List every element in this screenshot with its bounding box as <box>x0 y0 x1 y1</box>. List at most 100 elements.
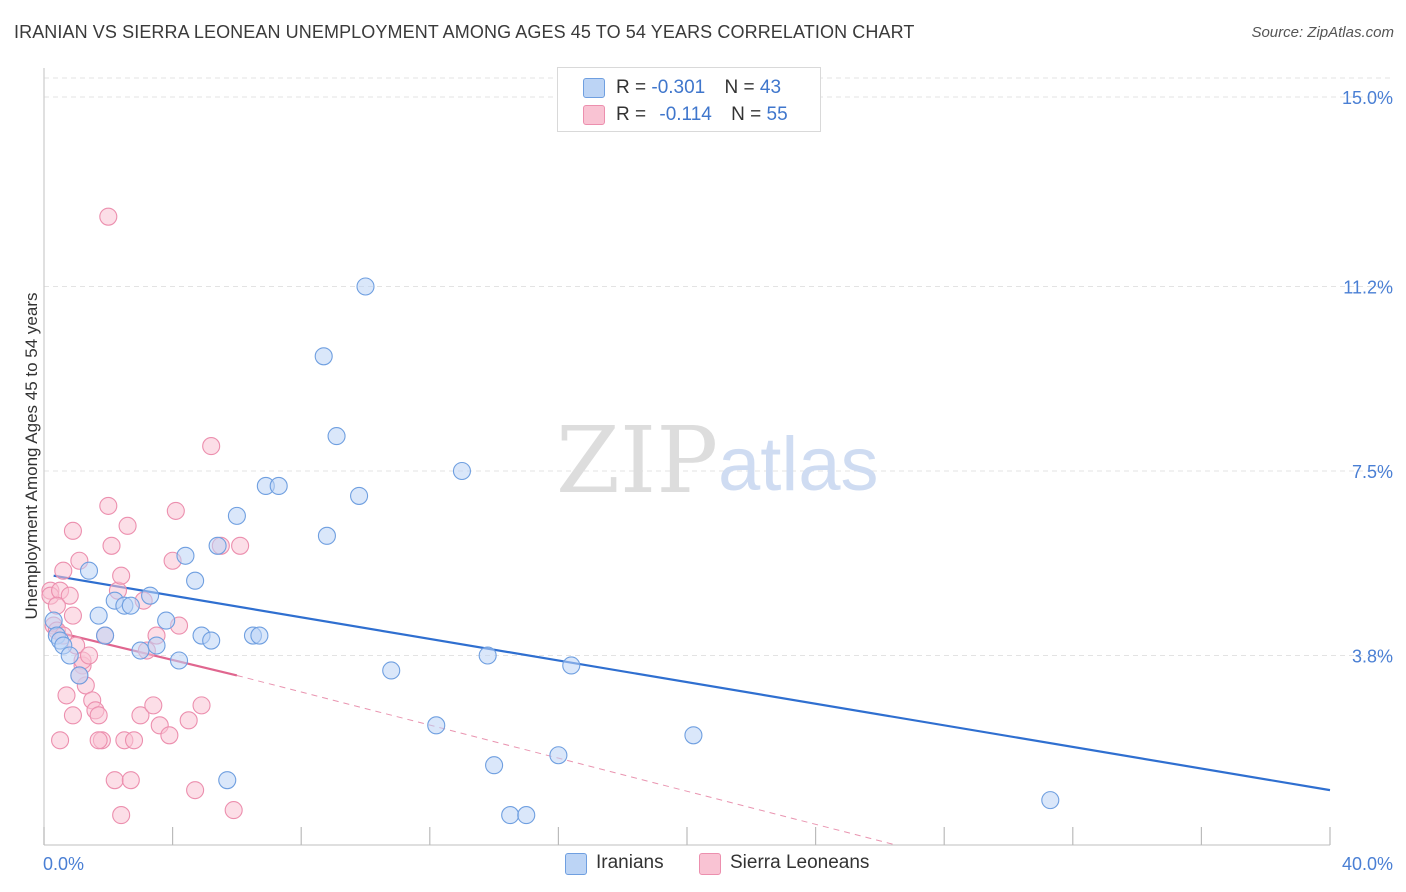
sierra-leonean-point <box>166 501 185 520</box>
iranian-point <box>44 611 63 630</box>
sierra-leonean-point <box>192 696 211 715</box>
iranian-point <box>382 661 401 680</box>
sierra-leonean-point <box>79 646 99 665</box>
sierra-leonean-point <box>102 536 121 555</box>
x-tick-label: 0.0% <box>43 854 84 874</box>
stats-legend: R = -0.301 N = 43 R = -0.114 N = 55 <box>557 67 821 132</box>
iranian-point <box>121 596 140 615</box>
sierra-leonean-point <box>124 731 144 750</box>
iranian-point <box>227 506 246 525</box>
legend-r-value: -0.114 <box>659 104 712 125</box>
iranian-point <box>157 611 176 630</box>
sierra-leonean-point <box>63 606 82 625</box>
sierra-leoneans-trend-extension <box>236 674 897 846</box>
iranian-point <box>169 651 189 670</box>
sierra-leonean-point <box>63 706 82 725</box>
iranian-point <box>79 561 99 580</box>
legend-n-value: 55 <box>766 104 788 125</box>
sierra-leonean-point <box>57 686 76 705</box>
iranian-point <box>684 726 703 745</box>
iranian-point <box>186 571 205 590</box>
bottom-legend-swatch-sierra-leoneans <box>699 853 721 875</box>
sierra-leonean-point <box>112 806 131 825</box>
sierra-leonean-point <box>47 596 66 615</box>
watermark-zip: ZIP <box>556 407 718 514</box>
iranian-point <box>478 646 497 665</box>
sierra-leonean-point <box>54 561 73 580</box>
iranian-point <box>147 636 166 655</box>
tick-labels: 3.8% 7.5% 11.2% 15.0% 0.0% 40.0% <box>43 88 1393 874</box>
iranian-point <box>517 806 536 825</box>
y-tick-label: 11.2% <box>1343 277 1393 297</box>
iranian-point <box>562 656 581 675</box>
sierra-leonean-point <box>112 566 131 585</box>
iranian-point <box>60 646 79 665</box>
sierra-leonean-point <box>231 536 250 555</box>
x-tick-label: 40.0% <box>1342 854 1393 874</box>
sierra-leonean-point <box>89 706 108 725</box>
legend-n-label: N = <box>724 77 760 98</box>
legend-r-value: -0.301 <box>651 77 706 98</box>
iranian-point <box>317 526 336 545</box>
sierra-leonean-point <box>144 696 163 715</box>
iranian-point <box>350 486 369 505</box>
iranian-point <box>202 631 221 650</box>
iranian-point <box>269 476 288 496</box>
iranian-point <box>208 536 227 555</box>
watermark: ZIP atlas <box>556 407 879 514</box>
iranian-point <box>141 586 160 605</box>
axes <box>43 68 1331 846</box>
bottom-legend-swatch-iranians <box>565 853 587 875</box>
sierra-leonean-point <box>121 771 140 790</box>
sierra-leonean-point <box>118 516 137 535</box>
iranian-point <box>131 641 150 660</box>
watermark-atlas: atlas <box>718 422 879 507</box>
iranian-point <box>1041 791 1060 810</box>
sierra-leonean-point <box>179 711 198 730</box>
iranian-point <box>250 626 269 645</box>
gridlines <box>44 77 1392 657</box>
iranian-point <box>427 716 446 735</box>
iranian-point <box>485 756 504 775</box>
iranian-point <box>314 347 333 366</box>
y-tick-label: 15.0% <box>1342 88 1393 108</box>
iranians-trend-line <box>53 574 1331 792</box>
legend-n-label: N = <box>731 104 767 125</box>
sierra-leonean-point <box>60 586 79 605</box>
iranian-point <box>96 626 115 645</box>
iranian-point <box>452 461 472 481</box>
sierra-leonean-point <box>99 207 118 226</box>
iranian-point <box>501 806 520 825</box>
iranian-point <box>89 606 108 625</box>
sierra-leonean-point <box>63 521 82 540</box>
legend-swatch-sierra-leoneans <box>583 105 605 125</box>
sierra-leonean-point <box>105 771 124 790</box>
sierra-leonean-point <box>51 731 70 750</box>
source-note: Source: ZipAtlas.com <box>1251 24 1394 41</box>
sierra-leonean-point <box>131 706 150 725</box>
y-tick-label: 7.5% <box>1352 462 1393 482</box>
iranian-point <box>176 546 195 565</box>
legend-swatch-iranians <box>583 78 605 98</box>
sierra-leonean-point <box>202 437 221 456</box>
sierra-leonean-point <box>224 801 243 820</box>
y-tick-label: 3.8% <box>1352 647 1393 667</box>
bottom-legend-label-sierra-leoneans: Sierra Leoneans <box>730 852 870 873</box>
sierra-leonean-point <box>186 781 205 800</box>
legend-r-label: R = <box>616 104 652 125</box>
y-axis-label: Unemployment Among Ages 45 to 54 years <box>22 292 41 620</box>
bottom-legend-label-iranians: Iranians <box>596 852 664 873</box>
data-points <box>41 207 1060 825</box>
sierra-leonean-point <box>99 496 118 515</box>
iranian-point <box>70 666 89 685</box>
sierra-leonean-point <box>89 731 108 750</box>
legend-n-value: 43 <box>759 77 782 98</box>
iranian-point <box>327 427 346 446</box>
chart-title: IRANIAN VS SIERRA LEONEAN UNEMPLOYMENT A… <box>14 22 915 42</box>
legend-r-label: R = <box>616 77 652 98</box>
iranian-point <box>218 771 237 790</box>
iranian-point <box>356 277 375 296</box>
iranian-point <box>549 746 568 765</box>
sierra-leonean-point <box>160 726 179 745</box>
